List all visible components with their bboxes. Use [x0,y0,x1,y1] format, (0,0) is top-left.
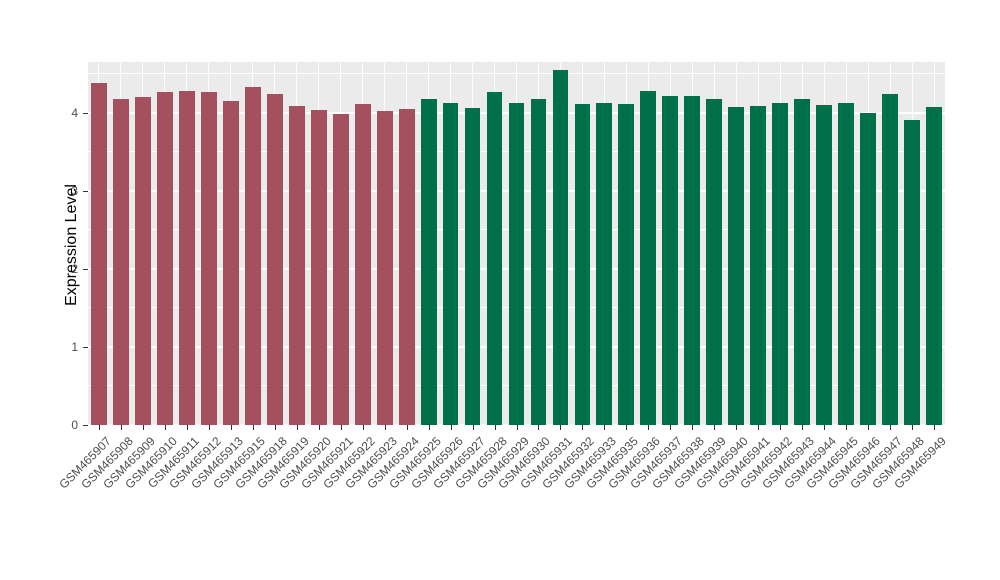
bar [706,99,723,425]
x-tick-mark [626,425,628,430]
bar [266,94,283,425]
x-tick-mark [780,425,782,430]
bar [113,99,129,425]
x-tick-mark [868,425,870,430]
bar [530,99,547,425]
bar [926,107,942,425]
bar [684,96,701,425]
bar [662,96,679,425]
y-tick-label: 0 [71,418,78,432]
x-tick-mark [406,425,408,430]
bar [838,102,855,425]
x-tick-mark [164,425,166,430]
x-tick-mark [120,425,122,430]
x-tick-mark [472,425,474,430]
x-tick-mark [736,425,738,430]
bar [750,105,767,425]
bar [728,107,745,425]
bar [420,99,437,425]
x-tick-mark [538,425,540,430]
bar [904,119,920,425]
x-tick-mark [252,425,254,430]
x-tick-mark [186,425,188,430]
bar [574,104,591,425]
y-tick-mark [83,268,88,270]
bar [442,103,459,425]
x-tick-mark [296,425,298,430]
y-tick-label: 1 [71,339,78,354]
x-tick-mark [824,425,826,430]
x-tick-mark [274,425,276,430]
x-tick-mark [692,425,694,430]
x-tick-mark [230,425,232,430]
bar [860,112,876,425]
x-tick-mark [648,425,650,430]
x-tick-mark [802,425,804,430]
bar [464,108,481,425]
x-tick-mark [758,425,760,430]
y-tick-label: 3 [71,183,78,198]
x-tick-mark [428,425,430,430]
bar [135,97,151,425]
y-axis-title: Expression Level [63,184,80,306]
x-tick-mark [846,425,848,430]
x-tick-mark [560,425,562,430]
x-tick-mark [670,425,672,430]
x-tick-mark [450,425,452,430]
x-tick-mark [494,425,496,430]
bar [332,114,349,425]
bar [772,103,789,425]
bar [486,92,503,425]
x-tick-mark [582,425,584,430]
x-tick-mark [208,425,210,430]
x-tick-mark [516,425,518,430]
bar [640,90,657,425]
bar [882,94,898,425]
bar [310,109,327,425]
x-tick-mark [384,425,386,430]
bar [618,104,635,425]
y-tick-mark [83,425,88,426]
x-tick-mark [890,425,892,430]
x-tick-mark [934,425,935,430]
bar [552,69,569,425]
x-tick-mark [318,425,320,430]
bar [244,86,261,425]
x-tick-mark [604,425,606,430]
bar [596,102,613,425]
x-tick-mark [98,425,100,430]
x-tick-mark [340,425,342,430]
bar [178,90,195,425]
y-tick-mark [83,190,88,192]
bar [200,92,217,425]
y-tick-label: 4 [71,105,78,120]
bar [222,101,239,425]
bar [508,102,525,425]
bar [376,111,393,425]
bar [354,104,371,425]
bar [288,105,305,425]
x-tick-mark [142,425,144,430]
bar [816,104,833,425]
y-tick-mark [83,346,88,348]
plot-panel [88,62,945,426]
x-tick-mark [362,425,364,430]
y-tick-mark [83,112,88,114]
y-tick-label: 2 [71,261,78,276]
bar [794,98,811,425]
x-tick-mark [912,425,914,430]
bar [91,83,107,425]
x-tick-mark [714,425,716,430]
bar [398,108,415,425]
bar [156,91,173,425]
